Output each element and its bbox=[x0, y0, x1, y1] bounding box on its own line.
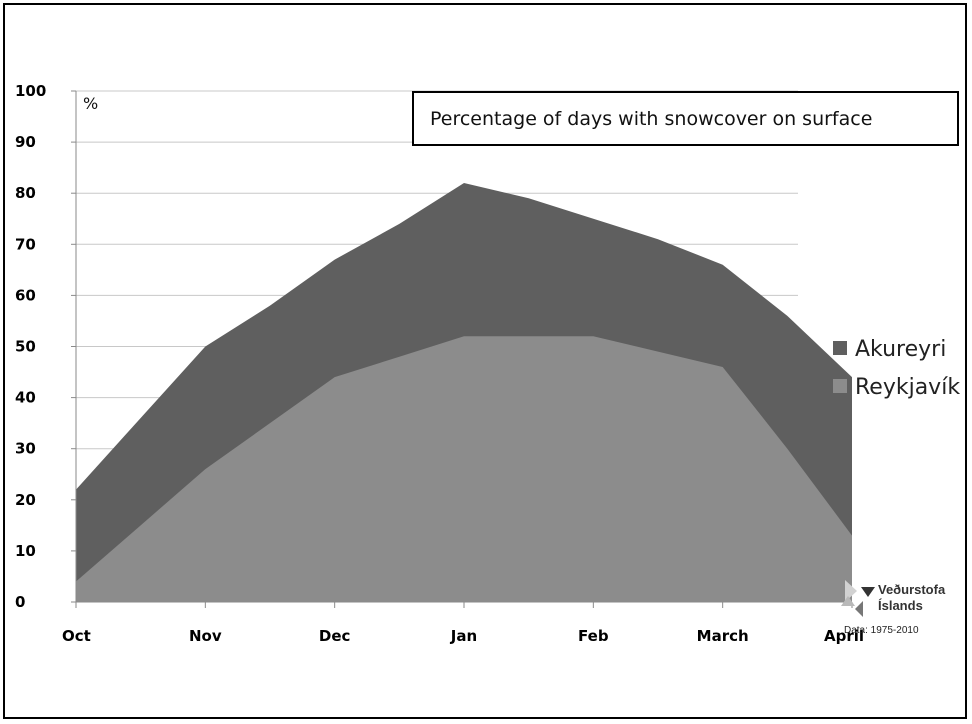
y-tick-labels: 0 10 20 30 40 50 60 70 80 90 100 bbox=[15, 82, 46, 611]
legend-swatch-reykjavk bbox=[833, 379, 847, 393]
y-tick-label-60: 60 bbox=[15, 286, 36, 304]
legend: Akureyri Reykjavík bbox=[833, 337, 960, 400]
logo-name-line2: Íslands bbox=[878, 598, 923, 613]
x-tick-label-oct: Oct bbox=[62, 627, 91, 645]
chart-title: Percentage of days with snowcover on sur… bbox=[430, 108, 872, 130]
y-tick-label-40: 40 bbox=[15, 389, 36, 407]
x-tick-labels: Oct Nov Dec Jan Feb March April bbox=[62, 627, 864, 645]
x-tick-label-dec: Dec bbox=[319, 627, 351, 645]
snowcover-area-chart: 0 10 20 30 40 50 60 70 80 90 100 Oct Nov Dec Jan Feb Ma… bbox=[5, 5, 969, 721]
y-tick-label-30: 30 bbox=[15, 440, 36, 458]
y-axis-unit-label: % bbox=[83, 94, 98, 113]
y-tick-label-90: 90 bbox=[15, 133, 36, 151]
legend-label-akureyri: Akureyri bbox=[855, 337, 946, 362]
y-tick-label-100: 100 bbox=[15, 82, 46, 100]
vedurstofa-logo: Veðurstofa Íslands bbox=[841, 580, 946, 617]
logo-name-line1: Veðurstofa bbox=[878, 582, 946, 597]
legend-swatch-akureyri bbox=[833, 341, 847, 355]
chart-frame: 0 10 20 30 40 50 60 70 80 90 100 Oct Nov Dec Jan Feb Ma… bbox=[3, 3, 967, 719]
x-tick-label-feb: Feb bbox=[578, 627, 609, 645]
logo-mark-icon bbox=[841, 580, 875, 617]
y-tick-label-80: 80 bbox=[15, 184, 36, 202]
y-tick-label-10: 10 bbox=[15, 542, 36, 560]
x-tick-label-jan: Jan bbox=[450, 627, 477, 645]
legend-label-reykjavk: Reykjavík bbox=[855, 375, 960, 400]
y-tick-label-50: 50 bbox=[15, 338, 36, 356]
x-tick-label-nov: Nov bbox=[189, 627, 222, 645]
x-tick-label-march: March bbox=[697, 627, 749, 645]
y-tick-label-0: 0 bbox=[15, 593, 25, 611]
chart-title-box: Percentage of days with snowcover on sur… bbox=[413, 92, 958, 145]
y-tick-label-70: 70 bbox=[15, 235, 36, 253]
area-series bbox=[76, 183, 852, 602]
source-note: Data: 1975-2010 bbox=[844, 625, 919, 636]
y-tick-label-20: 20 bbox=[15, 491, 36, 509]
